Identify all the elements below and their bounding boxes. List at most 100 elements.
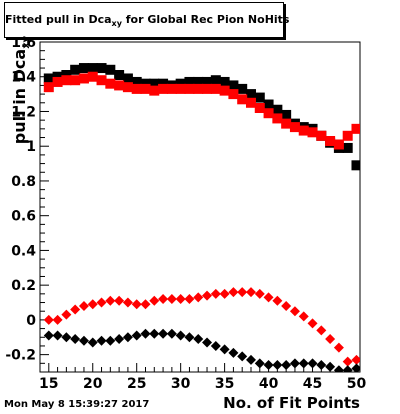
- data-point: [237, 83, 248, 94]
- data-point: [298, 358, 309, 369]
- data-point: [202, 76, 213, 87]
- data-point: [96, 63, 107, 74]
- chart-title: Fitted pull in Dcaxy for Global Rec Pion…: [5, 3, 289, 41]
- data-point: [237, 351, 248, 362]
- data-point: [78, 335, 89, 346]
- data-point: [272, 113, 283, 124]
- data-point: [122, 332, 133, 343]
- data-point: [289, 122, 300, 133]
- data-point: [342, 365, 353, 372]
- data-point: [122, 82, 133, 93]
- data-point: [114, 295, 125, 306]
- data-point: [219, 344, 230, 355]
- data-point: [43, 73, 54, 84]
- data-point: [307, 358, 318, 369]
- data-point: [202, 337, 213, 348]
- data-point: [263, 108, 274, 119]
- data-point: [184, 332, 195, 343]
- data-point: [219, 76, 230, 87]
- data-point: [87, 337, 98, 348]
- data-point: [228, 89, 239, 100]
- data-point: [298, 125, 309, 136]
- data-point: [245, 287, 256, 298]
- data-point: [175, 294, 186, 305]
- data-point: [254, 92, 265, 103]
- data-point: [272, 104, 283, 115]
- data-point: [325, 334, 336, 344]
- x-tick-label: 50: [347, 376, 367, 392]
- data-point: [149, 85, 160, 96]
- data-point: [281, 360, 292, 371]
- data-point: [105, 335, 116, 346]
- data-point: [140, 83, 151, 94]
- data-point: [149, 328, 160, 339]
- data-point: [254, 288, 265, 299]
- date-stamp: Mon May 8 15:39:27 2017: [4, 399, 150, 410]
- y-axis-label-sub: xy: [21, 35, 33, 49]
- x-tick-label: 20: [83, 376, 103, 392]
- data-point: [237, 94, 248, 105]
- data-point: [333, 365, 344, 372]
- data-point: [87, 71, 98, 82]
- data-point: [96, 75, 107, 86]
- data-point: [307, 127, 318, 138]
- data-point: [254, 358, 265, 369]
- data-point: [114, 80, 125, 91]
- data-point: [237, 287, 248, 298]
- data-point: [158, 294, 169, 305]
- data-point: [263, 360, 274, 371]
- y-tick-label: 1.4: [11, 70, 36, 86]
- data-point: [175, 78, 186, 89]
- data-point: [210, 340, 221, 351]
- y-tick-label: 0.4: [11, 243, 36, 259]
- chart-title-main: Fitted pull in Dca: [5, 13, 112, 26]
- data-point: [96, 335, 107, 346]
- data-point: [87, 63, 98, 74]
- data-point: [219, 288, 230, 299]
- data-point: [78, 73, 89, 84]
- data-point: [184, 83, 195, 94]
- series-2: [43, 287, 360, 367]
- data-point: [193, 292, 204, 303]
- x-tick-label: 35: [215, 376, 234, 392]
- data-point: [245, 89, 256, 100]
- data-point: [166, 328, 177, 339]
- data-point: [140, 78, 151, 89]
- data-point: [149, 78, 160, 89]
- data-point: [316, 360, 327, 371]
- data-point: [87, 299, 98, 310]
- data-point: [149, 295, 160, 306]
- y-tick-label: 0.2: [11, 278, 36, 294]
- data-point: [166, 83, 177, 94]
- data-point: [228, 347, 239, 358]
- y-tick-label: 1: [26, 139, 36, 155]
- y-tick-label: 0.6: [11, 209, 36, 225]
- data-point: [351, 363, 360, 372]
- data-point: [114, 334, 125, 344]
- chart-title-box: Fitted pull in Dcaxy for Global Rec Pion…: [4, 2, 289, 41]
- data-point: [351, 123, 360, 134]
- x-tick-label: 40: [259, 376, 279, 392]
- data-point: [193, 83, 204, 94]
- x-tick-label: 15: [39, 376, 58, 392]
- y-tick-label: -0.2: [5, 348, 36, 364]
- y-tick-label: 1.2: [11, 104, 36, 120]
- data-point: [342, 356, 353, 367]
- data-point: [289, 306, 300, 317]
- data-point: [158, 328, 169, 339]
- data-point: [228, 80, 239, 91]
- data-point: [281, 118, 292, 129]
- data-point: [202, 83, 213, 94]
- data-point: [272, 295, 283, 306]
- data-point: [263, 99, 274, 110]
- x-tick-label: 30: [171, 376, 191, 392]
- x-tick-label: 45: [303, 376, 322, 392]
- data-point: [131, 83, 142, 94]
- y-axis-label-main: pull in Dca: [10, 48, 29, 145]
- data-point: [61, 75, 72, 86]
- data-point: [52, 76, 63, 87]
- data-point: [325, 136, 336, 146]
- data-point: [105, 295, 116, 306]
